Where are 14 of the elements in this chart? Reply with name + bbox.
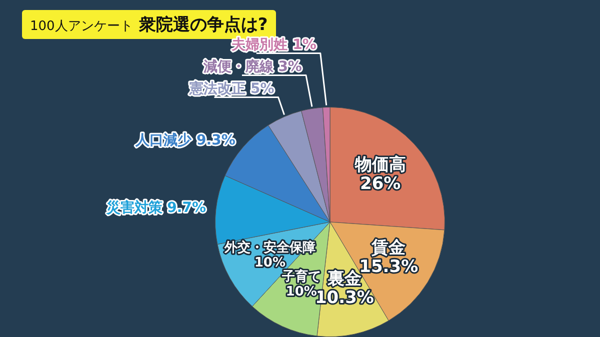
data-label: 10%: [286, 284, 317, 300]
slice-label: 物価高: [354, 154, 406, 175]
slice-label: 憲法改正 5%: [188, 80, 274, 97]
data-label: 10%: [254, 256, 286, 271]
data-label: 26%: [360, 174, 401, 194]
slice-label: 子育て: [280, 268, 321, 284]
chart-title: 100人アンケート: [30, 19, 133, 34]
chart-subtitle: 衆院選の争点は?: [138, 15, 268, 35]
slice-label: 人口減少 9.3%: [134, 132, 236, 148]
slice-label: 賃金: [370, 238, 406, 258]
slice-label: 減便・廃線 3%: [202, 58, 302, 75]
slice-label: 災害対策 9.7%: [105, 198, 206, 216]
slice-label: 夫婦別姓 1%: [230, 36, 316, 53]
slice-label: 裏金: [326, 269, 362, 290]
